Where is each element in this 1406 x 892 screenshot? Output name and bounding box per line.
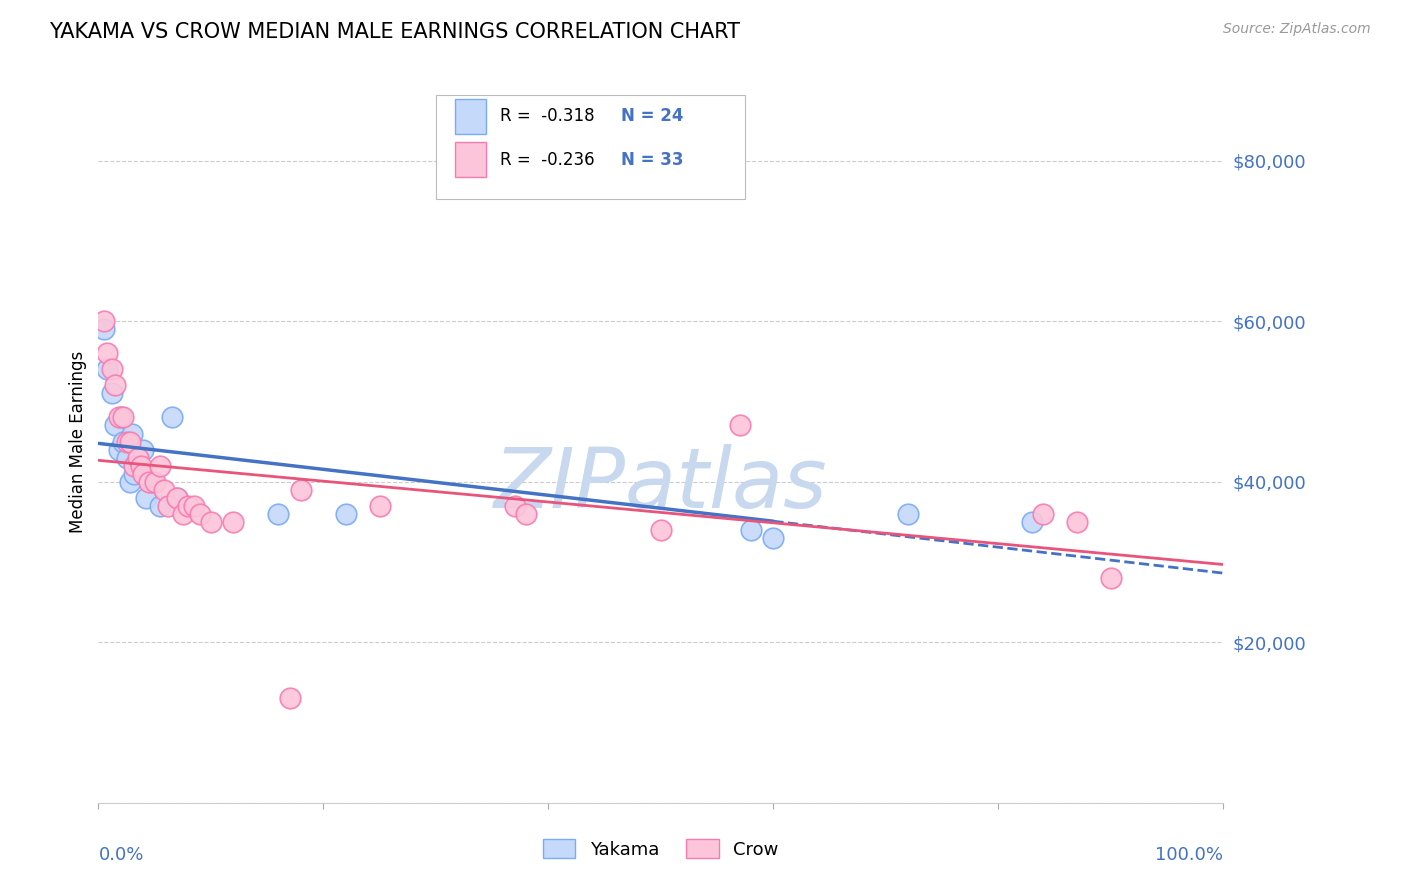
Point	[267, 507, 290, 521]
Point	[129, 458, 152, 473]
Bar	[456, 99, 486, 134]
Text: ZIPatlas: ZIPatlas	[494, 444, 828, 525]
Point	[149, 458, 172, 473]
Point	[650, 523, 672, 537]
Point	[110, 410, 132, 425]
Point	[118, 434, 141, 449]
Bar	[456, 143, 486, 178]
Point	[135, 491, 157, 505]
Point	[166, 491, 188, 505]
Point	[200, 515, 222, 529]
Point	[1021, 515, 1043, 529]
Point	[160, 410, 183, 425]
Point	[96, 362, 118, 376]
Point	[138, 475, 160, 489]
Point	[1066, 515, 1088, 529]
Point	[132, 467, 155, 481]
Point	[124, 467, 146, 481]
Point	[278, 691, 301, 706]
Point	[112, 410, 135, 425]
Point	[166, 491, 188, 505]
Point	[149, 499, 172, 513]
Point	[515, 507, 537, 521]
Point	[762, 531, 785, 545]
Point	[177, 499, 200, 513]
Point	[183, 499, 205, 513]
Point	[121, 426, 143, 441]
Text: 0.0%: 0.0%	[98, 847, 143, 864]
Point	[101, 362, 124, 376]
Point	[93, 314, 115, 328]
Point	[290, 483, 312, 497]
Text: Source: ZipAtlas.com: Source: ZipAtlas.com	[1223, 22, 1371, 37]
Point	[115, 434, 138, 449]
Point	[96, 346, 118, 360]
Point	[152, 483, 174, 497]
Y-axis label: Median Male Earnings: Median Male Earnings	[69, 351, 87, 533]
Point	[157, 499, 180, 513]
Text: R =  -0.318: R = -0.318	[501, 107, 595, 126]
Point	[107, 442, 129, 457]
Text: YAKAMA VS CROW MEDIAN MALE EARNINGS CORRELATION CHART: YAKAMA VS CROW MEDIAN MALE EARNINGS CORR…	[49, 22, 740, 42]
Point	[101, 386, 124, 401]
Point	[368, 499, 391, 513]
Point	[143, 475, 166, 489]
Point	[503, 499, 526, 513]
Point	[124, 458, 146, 473]
Point	[104, 418, 127, 433]
Point	[107, 410, 129, 425]
Text: N = 33: N = 33	[621, 151, 683, 169]
Point	[188, 507, 211, 521]
Point	[172, 507, 194, 521]
Point	[118, 475, 141, 489]
Point	[1099, 571, 1122, 585]
Text: N = 24: N = 24	[621, 107, 683, 126]
Point	[112, 434, 135, 449]
Point	[897, 507, 920, 521]
FancyBboxPatch shape	[436, 95, 745, 200]
Point	[335, 507, 357, 521]
Point	[115, 450, 138, 465]
Text: R =  -0.236: R = -0.236	[501, 151, 595, 169]
Point	[1032, 507, 1054, 521]
Point	[740, 523, 762, 537]
Point	[93, 322, 115, 336]
Point	[728, 418, 751, 433]
Point	[104, 378, 127, 392]
Point	[132, 442, 155, 457]
Point	[141, 475, 163, 489]
Point	[222, 515, 245, 529]
Point	[127, 458, 149, 473]
Legend: Yakama, Crow: Yakama, Crow	[536, 832, 786, 866]
Text: 100.0%: 100.0%	[1156, 847, 1223, 864]
Point	[127, 450, 149, 465]
